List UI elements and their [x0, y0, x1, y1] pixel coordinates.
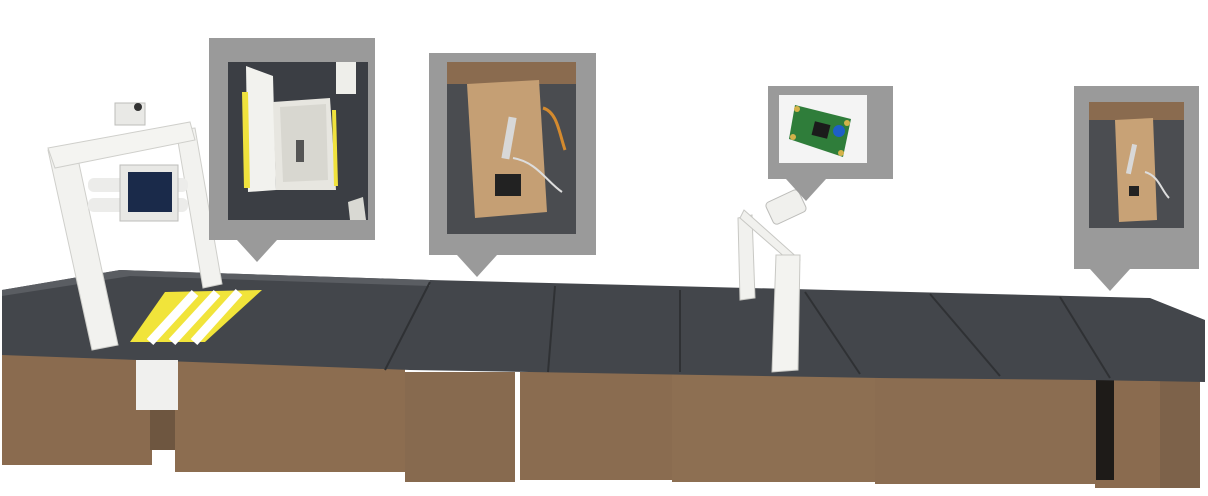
- white-block: [136, 360, 178, 410]
- striped-crossing: [130, 288, 262, 346]
- callout-pointer: [237, 240, 277, 262]
- callout-cardboard-panel-small: [1074, 86, 1199, 291]
- callout-photo-box: [228, 62, 368, 220]
- track-surface: [2, 270, 1205, 382]
- callout-circuit-board: [768, 86, 893, 201]
- gantry-frame: [47, 102, 223, 351]
- callout-cardboard-panel: [429, 53, 596, 277]
- callout-box-sensor: [209, 38, 375, 262]
- callout-pointer: [1090, 269, 1130, 291]
- callout-photo-pcb: [779, 95, 867, 163]
- callout-pointer: [457, 255, 497, 277]
- callout-pointer: [786, 179, 826, 201]
- callout-photo-panel-small: [1089, 102, 1184, 228]
- cardboard-boxes: [2, 350, 1200, 488]
- callout-photo-panel: [447, 62, 576, 234]
